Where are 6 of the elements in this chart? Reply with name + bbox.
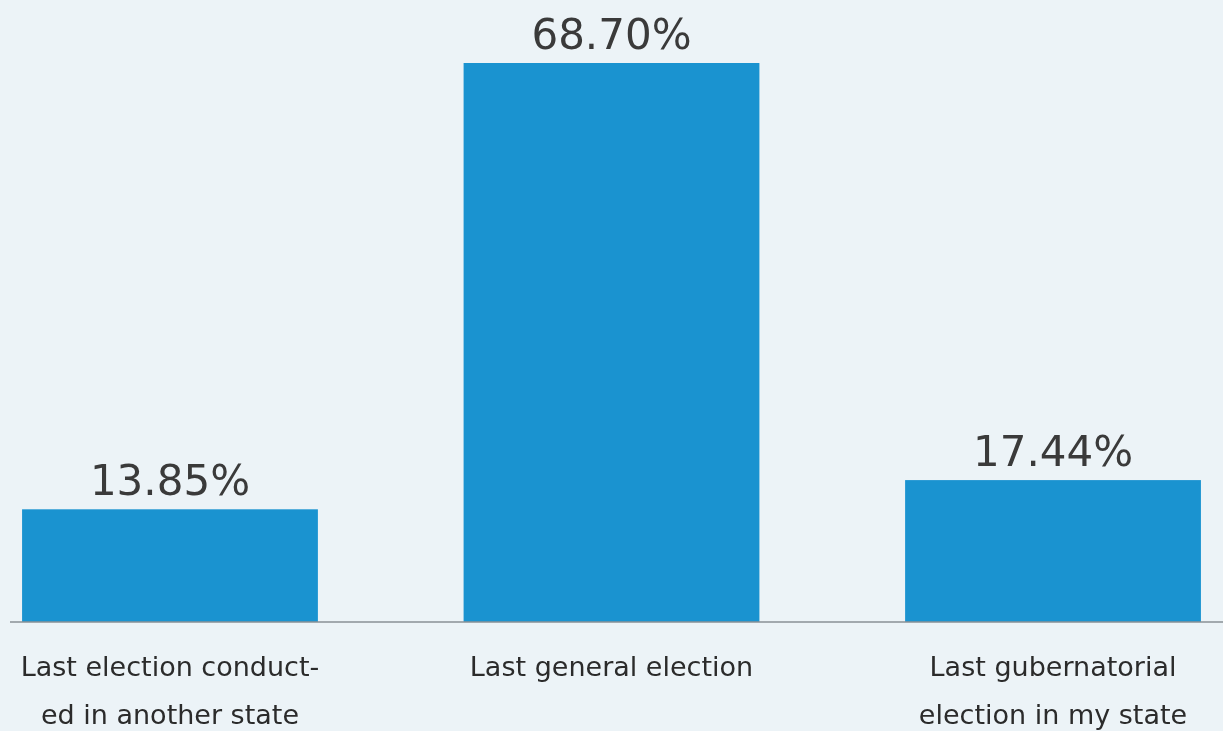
x-tick-label: Last general election: [469, 651, 754, 682]
data-label: 13.85%: [89, 456, 251, 506]
x-tick-label: Last election conduct-ed in another state: [20, 651, 320, 730]
data-label: 17.44%: [972, 427, 1134, 477]
data-label: 68.70%: [531, 10, 692, 59]
x-tick-label: Last gubernatorial election in my state: [918, 651, 1188, 730]
